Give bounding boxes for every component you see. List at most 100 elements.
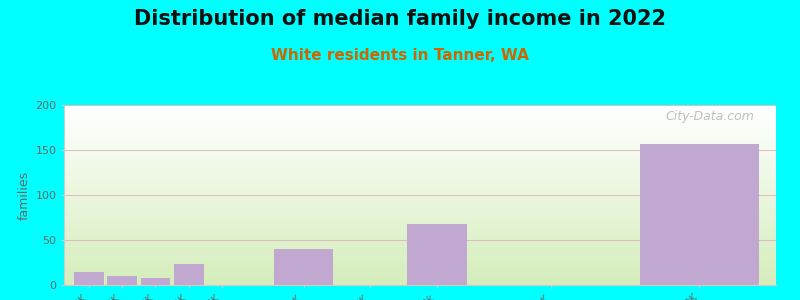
Bar — [64, 146, 776, 147]
Bar — [64, 186, 776, 187]
Bar — [64, 113, 776, 114]
Bar — [64, 267, 776, 268]
Bar — [64, 241, 776, 242]
Bar — [64, 219, 776, 220]
Bar — [64, 162, 776, 163]
Bar — [64, 137, 776, 138]
Bar — [64, 231, 776, 232]
Bar — [64, 265, 776, 266]
Bar — [64, 246, 776, 247]
Bar — [64, 218, 776, 219]
Bar — [639, 144, 759, 285]
Bar — [64, 262, 776, 263]
Bar — [64, 247, 776, 248]
Bar — [274, 249, 334, 285]
Bar — [64, 229, 776, 230]
Bar — [64, 136, 776, 137]
Bar — [64, 123, 776, 124]
Bar — [64, 153, 776, 154]
Bar — [64, 116, 776, 117]
Bar — [64, 236, 776, 237]
Bar — [64, 105, 776, 106]
Bar — [64, 194, 776, 195]
Bar — [64, 165, 776, 166]
Y-axis label: families: families — [18, 170, 31, 220]
Bar — [64, 268, 776, 269]
Bar — [64, 200, 776, 201]
Bar — [64, 253, 776, 254]
Bar — [64, 239, 776, 240]
Bar — [64, 226, 776, 227]
Bar — [64, 132, 776, 133]
Bar — [64, 139, 776, 140]
Bar — [64, 197, 776, 198]
Bar — [64, 126, 776, 127]
Bar — [107, 276, 137, 285]
Bar — [64, 256, 776, 257]
Bar — [64, 108, 776, 109]
Bar — [64, 232, 776, 233]
Bar — [64, 106, 776, 107]
Bar — [64, 161, 776, 162]
Bar — [64, 235, 776, 236]
Bar — [64, 255, 776, 256]
Bar — [64, 163, 776, 164]
Bar — [64, 221, 776, 222]
Bar — [64, 180, 776, 181]
Bar — [64, 270, 776, 271]
Bar — [64, 148, 776, 149]
Bar — [64, 176, 776, 177]
Bar — [64, 166, 776, 167]
Bar — [64, 263, 776, 264]
Bar — [64, 202, 776, 203]
Bar — [64, 258, 776, 259]
Bar — [64, 209, 776, 210]
Bar — [64, 278, 776, 279]
Bar — [64, 112, 776, 113]
Bar — [64, 228, 776, 229]
Text: White residents in Tanner, WA: White residents in Tanner, WA — [271, 48, 529, 63]
Bar — [64, 266, 776, 267]
Bar — [64, 203, 776, 204]
Bar — [64, 280, 776, 281]
Bar — [64, 159, 776, 160]
Bar — [64, 214, 776, 215]
Bar — [64, 233, 776, 234]
Bar — [64, 145, 776, 146]
Bar — [406, 224, 466, 285]
Text: City-Data.com: City-Data.com — [666, 110, 754, 123]
Bar — [64, 192, 776, 193]
Bar — [64, 257, 776, 258]
Bar — [64, 125, 776, 126]
Bar — [64, 141, 776, 142]
Bar — [64, 158, 776, 159]
Bar — [64, 131, 776, 132]
Bar — [141, 278, 170, 285]
Bar — [64, 117, 776, 118]
Bar — [64, 144, 776, 145]
Bar — [64, 134, 776, 135]
Bar — [64, 251, 776, 252]
Bar — [64, 205, 776, 206]
Bar — [64, 250, 776, 251]
Bar — [64, 173, 776, 174]
Bar — [64, 216, 776, 217]
Bar — [64, 133, 776, 134]
Bar — [64, 160, 776, 161]
Bar — [64, 129, 776, 130]
Bar — [64, 276, 776, 277]
Bar — [64, 283, 776, 284]
Bar — [64, 282, 776, 283]
Bar — [64, 206, 776, 207]
Bar — [64, 120, 776, 121]
Bar — [64, 217, 776, 218]
Bar — [64, 121, 776, 122]
Bar — [64, 273, 776, 274]
Bar — [64, 175, 776, 176]
Bar — [64, 164, 776, 165]
Bar — [64, 109, 776, 110]
Bar — [64, 238, 776, 239]
Bar — [64, 130, 776, 131]
Bar — [64, 169, 776, 170]
Bar — [64, 237, 776, 238]
